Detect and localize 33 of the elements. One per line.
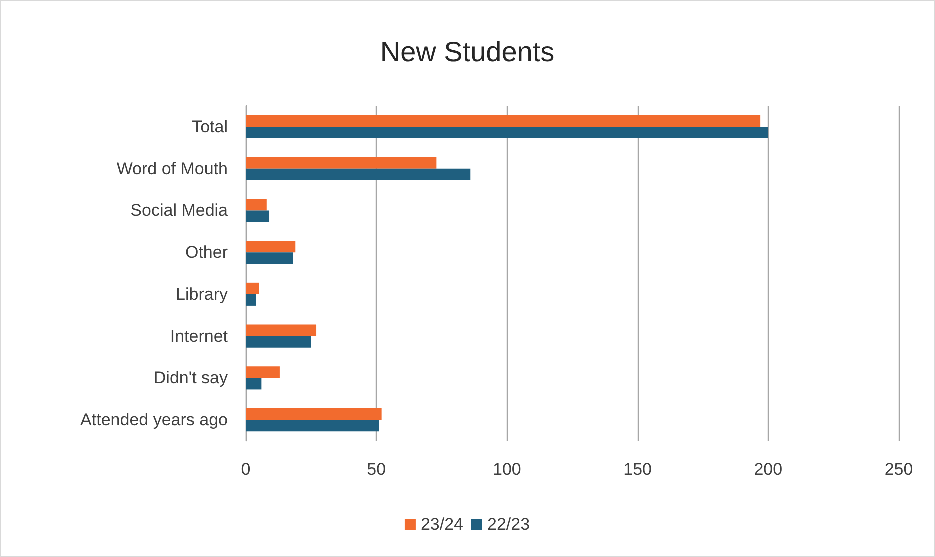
y-tick-label: Social Media xyxy=(130,201,229,220)
x-tick-label: 150 xyxy=(624,460,652,479)
bar xyxy=(246,199,267,211)
legend-label: 22/23 xyxy=(488,515,530,534)
bar xyxy=(246,408,382,420)
bar xyxy=(246,420,380,432)
y-tick-label: Word of Mouth xyxy=(116,159,228,178)
chart-title: New Students xyxy=(380,36,555,68)
y-tick-label: Other xyxy=(185,243,228,262)
bar xyxy=(246,282,260,294)
x-tick-label: 0 xyxy=(241,460,251,479)
y-tick-label: Didn't say xyxy=(154,368,228,388)
x-tick-label: 50 xyxy=(367,460,386,479)
bar xyxy=(246,378,262,390)
y-tick-label: Library xyxy=(176,284,228,304)
y-tick-label: Internet xyxy=(170,326,228,346)
bar xyxy=(246,241,296,253)
x-tick-label: 250 xyxy=(884,460,914,479)
bar xyxy=(246,366,280,378)
bar xyxy=(246,157,437,169)
bar xyxy=(246,294,256,306)
bar xyxy=(246,168,471,180)
y-tick-label: Attended years ago xyxy=(80,410,228,430)
bar xyxy=(246,324,317,336)
bar xyxy=(246,126,768,138)
bar xyxy=(246,336,312,348)
y-tick-label: Total xyxy=(192,117,228,136)
bar xyxy=(246,210,270,222)
bar xyxy=(246,252,294,264)
x-tick-label: 200 xyxy=(754,460,783,479)
x-tick-label: 100 xyxy=(493,460,522,479)
bar xyxy=(246,115,761,127)
legend-label: 23/24 xyxy=(420,515,464,534)
